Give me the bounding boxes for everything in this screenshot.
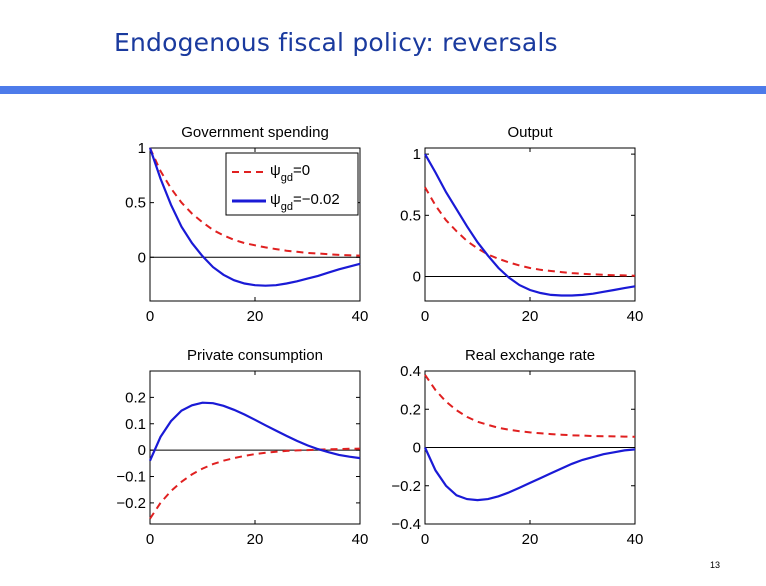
y-tick-label: −0.4 xyxy=(391,516,421,533)
series-line-psi0 xyxy=(149,447,361,520)
x-tick-label: 20 xyxy=(247,308,264,325)
x-tick-label: 0 xyxy=(421,531,429,548)
x-tick-label: 0 xyxy=(146,308,154,325)
series-line-psi-neg xyxy=(424,447,636,502)
x-tick-label: 0 xyxy=(146,531,154,548)
chart-output: Output 0 20 40 0 0.5 1 xyxy=(400,124,643,325)
legend-subscript: gd xyxy=(281,172,293,184)
x-tick-label: 20 xyxy=(247,531,264,548)
y-tick-label: 0.5 xyxy=(400,207,421,224)
page-number: 13 xyxy=(710,560,721,570)
legend-psi-symbol: ψ xyxy=(270,162,281,179)
x-tick-label: 40 xyxy=(352,531,369,548)
legend-label-psi-neg: ψgd=−0.02 xyxy=(270,191,340,213)
y-tick-label: 0.2 xyxy=(400,401,421,418)
y-tick-label: 0.2 xyxy=(125,389,146,406)
y-tick-label: −0.1 xyxy=(116,469,146,486)
y-tick-label: 1 xyxy=(413,146,421,163)
y-tick-label: 0.4 xyxy=(400,363,421,380)
plot-frame xyxy=(424,147,636,302)
chart-real-exchange-rate: Real exchange rate 0 20 40 −0.4 −0.2 0 0.2 0.4 xyxy=(391,347,643,548)
legend-label-psi0: ψgd=0 xyxy=(270,162,310,184)
y-tick-label: 0.1 xyxy=(125,416,146,433)
chart-title: Real exchange rate xyxy=(465,347,595,364)
y-tick-label: 0 xyxy=(138,442,146,459)
y-tick-label: 0 xyxy=(413,440,421,457)
legend-box xyxy=(225,152,359,216)
x-tick-label: 20 xyxy=(522,308,539,325)
legend-value: =−0.02 xyxy=(293,191,340,208)
x-tick-label: 0 xyxy=(421,308,429,325)
series-line-psi-neg xyxy=(148,401,361,462)
x-tick-label: 40 xyxy=(627,308,644,325)
legend-psi-symbol: ψ xyxy=(270,191,281,208)
series-line-psi0 xyxy=(424,374,636,438)
series-line-psi0 xyxy=(149,147,361,257)
series-line-psi-neg xyxy=(424,153,636,297)
chart-title: Private consumption xyxy=(187,347,323,364)
x-tick-label: 20 xyxy=(522,531,539,548)
slide-title: Endogenous fiscal policy: reversals xyxy=(114,28,558,57)
y-tick-label: −0.2 xyxy=(116,495,146,512)
chart-title: Government spending xyxy=(181,124,329,141)
series-line-psi0 xyxy=(424,186,636,277)
series-line-psi-neg xyxy=(148,147,361,287)
y-tick-label: 0.5 xyxy=(125,195,146,212)
chart-private-consumption: Private consumption 0 20 40 −0.2 −0.1 0 0.1 0.2 xyxy=(116,347,368,548)
y-tick-label: 1 xyxy=(138,140,146,157)
y-tick-label: −0.2 xyxy=(391,478,421,495)
x-tick-label: 40 xyxy=(352,308,369,325)
y-tick-label: 0 xyxy=(138,249,146,266)
x-tick-label: 40 xyxy=(627,531,644,548)
legend-value: =0 xyxy=(293,162,310,179)
legend-subscript: gd xyxy=(281,201,293,213)
title-accent-rule xyxy=(0,86,766,94)
plot-frame xyxy=(149,370,361,525)
chart-title: Output xyxy=(507,124,553,141)
y-tick-label: 0 xyxy=(413,269,421,286)
